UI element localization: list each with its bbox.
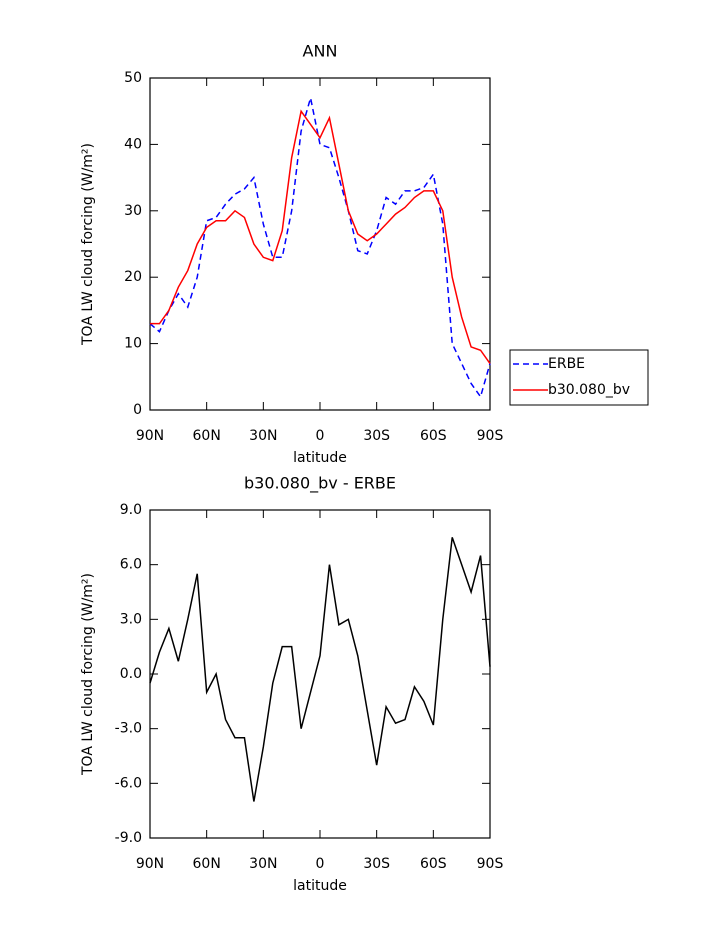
- x-tick-label: 90S: [477, 856, 504, 872]
- plot-frame: [149, 509, 491, 839]
- y-tick-label: 3.0: [120, 611, 142, 627]
- x-tick-label: 60N: [193, 428, 221, 444]
- x-tick-label: 90N: [136, 856, 164, 872]
- legend-box: [509, 349, 649, 406]
- data-line: [150, 109, 491, 364]
- data-line: [149, 537, 491, 802]
- y-axis-label: TOA LW cloud forcing (W/m²): [80, 573, 96, 776]
- x-tick-label: 30N: [249, 428, 277, 444]
- x-tick-label: 60S: [420, 856, 447, 872]
- y-tick-label: 30: [124, 203, 142, 219]
- y-tick-label: 10: [124, 336, 142, 352]
- y-tick-label: -9.0: [115, 830, 142, 846]
- x-tick-label: 0: [316, 856, 325, 872]
- data-line: [149, 97, 491, 399]
- y-tick-label: 0: [133, 402, 142, 418]
- chart-title: ANN: [303, 42, 338, 61]
- x-tick-label: 0: [316, 428, 325, 444]
- y-axis-label: TOA LW cloud forcing (W/m²): [80, 143, 96, 346]
- x-tick-label: 90S: [477, 428, 504, 444]
- x-tick-label: 90N: [136, 428, 164, 444]
- x-tick-label: 30S: [363, 428, 390, 444]
- legend-label: b30.080_bv: [548, 382, 630, 398]
- y-tick-label: 6.0: [120, 557, 142, 573]
- y-tick-label: -6.0: [115, 775, 142, 791]
- y-tick-label: 9.0: [120, 502, 142, 518]
- x-tick-label: 30N: [249, 856, 277, 872]
- x-axis-label: latitude: [293, 878, 347, 894]
- y-tick-label: -3.0: [115, 721, 142, 737]
- x-tick-label: 30S: [363, 856, 390, 872]
- x-axis-label: latitude: [293, 450, 347, 466]
- y-tick-label: 50: [124, 70, 142, 86]
- legend-label: ERBE: [548, 356, 585, 372]
- chart-title: b30.080_bv - ERBE: [244, 474, 396, 494]
- plot-frame: [149, 77, 491, 411]
- x-tick-label: 60N: [193, 856, 221, 872]
- y-tick-label: 0.0: [120, 666, 142, 682]
- x-tick-label: 60S: [420, 428, 447, 444]
- y-tick-label: 20: [124, 269, 142, 285]
- y-tick-label: 40: [124, 136, 142, 152]
